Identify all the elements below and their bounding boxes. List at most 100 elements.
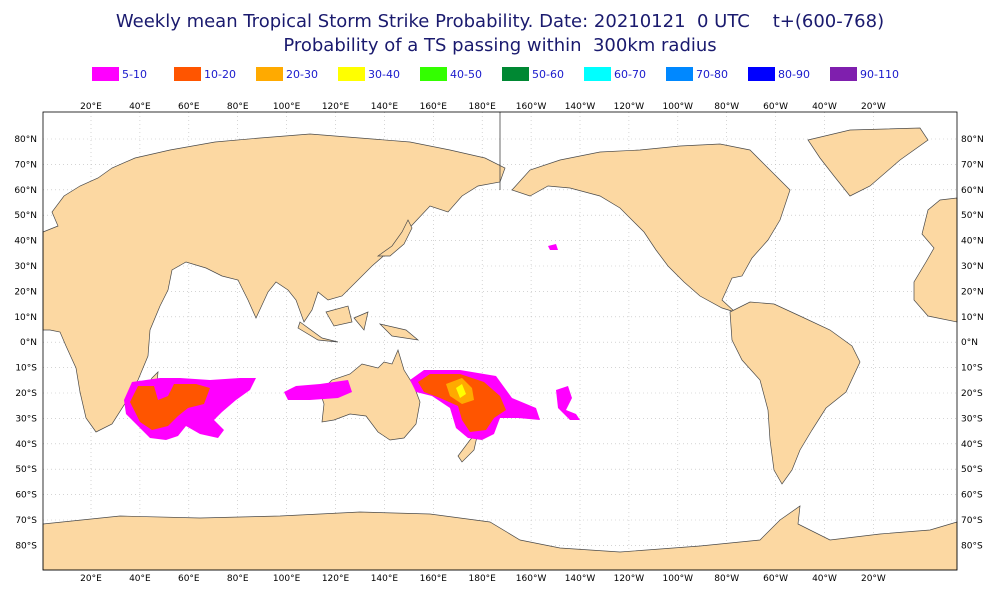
legend-swatch — [584, 67, 611, 81]
lat-label-right: 50°N — [961, 211, 984, 221]
lon-label-bottom: 120°W — [614, 574, 645, 584]
lat-label-left: 40°N — [14, 237, 37, 247]
lat-label-right: 30°S — [961, 414, 983, 424]
lon-label-bottom: 40°W — [812, 574, 837, 584]
lon-label-bottom: 20°W — [861, 574, 886, 584]
probability-fields — [124, 244, 580, 440]
legend-label: 30-40 — [368, 68, 400, 81]
lat-label-left: 60°N — [14, 186, 37, 196]
legend-swatch — [502, 67, 529, 81]
lon-label-bottom: 140°E — [371, 574, 399, 584]
prob-5-10 — [556, 386, 580, 420]
lat-label-left: 30°S — [15, 414, 37, 424]
lat-label-left: 20°S — [15, 389, 37, 399]
lat-label-left: 30°N — [14, 262, 37, 272]
lon-label-top: 80°W — [714, 102, 739, 112]
antarctica — [42, 505, 958, 571]
lon-label-bottom: 160°E — [420, 574, 448, 584]
lon-label-top: 160°E — [420, 102, 448, 112]
lat-label-right: 70°N — [961, 160, 984, 170]
lat-label-left: 80°N — [14, 135, 37, 145]
legend-label: 60-70 — [614, 68, 646, 81]
legend-label: 20-30 — [286, 68, 318, 81]
lon-label-bottom: 140°W — [565, 574, 596, 584]
lon-label-bottom: 60°W — [763, 574, 788, 584]
legend-label: 10-20 — [204, 68, 236, 81]
lat-label-right: 30°N — [961, 262, 984, 272]
title: Weekly mean Tropical Storm Strike Probab… — [116, 11, 884, 32]
legend-swatch — [830, 67, 857, 81]
legend-label: 50-60 — [532, 68, 564, 81]
lat-label-left: 50°S — [15, 465, 37, 475]
lon-label-bottom: 160°W — [516, 574, 547, 584]
lon-label-top: 20°W — [861, 102, 886, 112]
lat-label-right: 80°S — [961, 541, 983, 551]
lat-label-left: 80°S — [15, 541, 37, 551]
subtitle: Probability of a TS passing within 300km… — [283, 35, 716, 56]
west-africa-europe — [913, 197, 958, 323]
lon-label-top: 140°W — [565, 102, 596, 112]
lat-label-left: 50°N — [14, 211, 37, 221]
japan — [376, 219, 413, 257]
lat-label-right: 20°N — [961, 287, 984, 297]
land — [42, 127, 958, 571]
prob-5-10 — [284, 380, 352, 400]
lat-label-right: 10°N — [961, 313, 984, 323]
legend-swatch — [92, 67, 119, 81]
australia — [319, 348, 421, 441]
legend-label: 90-110 — [860, 68, 899, 81]
lon-label-top: 120°W — [614, 102, 645, 112]
lon-label-top: 60°E — [178, 102, 200, 112]
lat-label-left: 20°N — [14, 287, 37, 297]
legend: 5-10 10-20 20-30 30-40 40-50 50-60 60-70 70-80 8… — [92, 67, 899, 81]
legend-swatch — [420, 67, 447, 81]
lon-label-bottom: 120°E — [322, 574, 350, 584]
legend-swatch — [256, 67, 283, 81]
lon-label-top: 100°E — [273, 102, 301, 112]
lat-label-left: 60°S — [15, 491, 37, 501]
prob-30-40 — [456, 384, 466, 398]
lon-label-bottom: 80°E — [227, 574, 249, 584]
ticks: 20°E 20°E 40°E 40°E 60°E 60°E 80°E 80°E 100°E 100… — [14, 102, 983, 584]
lon-label-bottom: 80°W — [714, 574, 739, 584]
lat-label-right: 0°N — [961, 338, 978, 348]
lat-label-right: 80°N — [961, 135, 984, 145]
legend-label: 80-90 — [778, 68, 810, 81]
lat-label-right: 40°N — [961, 237, 984, 247]
south-america — [729, 301, 861, 485]
legend-label: 70-80 — [696, 68, 728, 81]
legend-swatch — [174, 67, 201, 81]
lon-label-top: 120°E — [322, 102, 350, 112]
legend-swatch — [748, 67, 775, 81]
lon-label-top: 60°W — [763, 102, 788, 112]
lon-label-top: 40°W — [812, 102, 837, 112]
lon-label-top: 140°E — [371, 102, 399, 112]
lon-label-bottom: 180°E — [469, 574, 497, 584]
lon-label-bottom: 100°W — [663, 574, 694, 584]
legend-label: 5-10 — [122, 68, 147, 81]
lat-label-right: 10°S — [961, 364, 983, 374]
lat-label-left: 70°S — [15, 516, 37, 526]
lat-label-right: 20°S — [961, 389, 983, 399]
lat-label-right: 40°S — [961, 440, 983, 450]
eurasia-africa — [42, 133, 506, 433]
map-frame — [42, 111, 958, 571]
lat-label-left: 70°N — [14, 160, 37, 170]
lon-label-top: 100°W — [663, 102, 694, 112]
legend-label: 40-50 — [450, 68, 482, 81]
lon-label-bottom: 100°E — [273, 574, 301, 584]
legend-swatch — [666, 67, 693, 81]
lat-label-right: 50°S — [961, 465, 983, 475]
lat-label-right: 60°S — [961, 491, 983, 501]
greenland — [807, 127, 929, 197]
lon-label-bottom: 40°E — [129, 574, 151, 584]
lat-label-left: 0°N — [20, 338, 37, 348]
indonesia — [297, 305, 420, 343]
prob-5-10 — [548, 244, 558, 250]
lon-label-top: 180°E — [469, 102, 497, 112]
lat-label-right: 60°N — [961, 186, 984, 196]
lon-label-bottom: 60°E — [178, 574, 200, 584]
lon-label-bottom: 20°E — [80, 574, 102, 584]
lon-label-top: 160°W — [516, 102, 547, 112]
